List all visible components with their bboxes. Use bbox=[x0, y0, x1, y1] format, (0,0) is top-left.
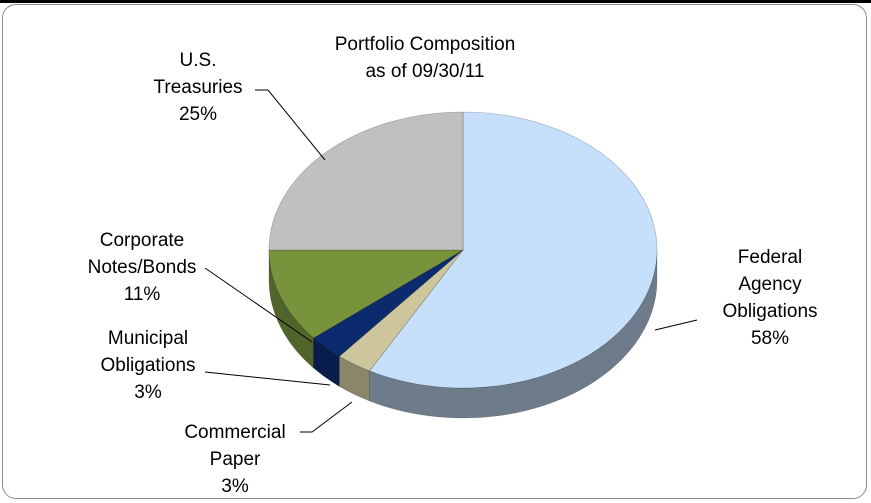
value-label: 3% bbox=[221, 476, 249, 497]
value-label: 3% bbox=[134, 382, 162, 403]
category-label: Commercial Paper bbox=[184, 422, 286, 470]
slice bbox=[313, 249, 464, 357]
leader-line bbox=[204, 371, 331, 386]
slice bbox=[268, 111, 464, 251]
category-label: U.S. Treasuries bbox=[153, 50, 243, 98]
chart-title: Portfolio Composition bbox=[334, 34, 516, 55]
slice bbox=[369, 111, 658, 389]
slice-side bbox=[268, 249, 314, 369]
category-label: Corporate Notes/Bonds bbox=[87, 230, 197, 278]
value-label: 11% bbox=[123, 284, 161, 305]
slice-label: Commercial Paper 3% bbox=[184, 419, 285, 500]
leader-line bbox=[300, 401, 353, 433]
top-bar bbox=[0, 0, 871, 3]
value-label: 58% bbox=[750, 328, 790, 349]
leader-line bbox=[204, 267, 313, 343]
slice bbox=[338, 249, 464, 372]
slice bbox=[268, 249, 465, 339]
category-label: Municipal Obligations bbox=[100, 328, 196, 376]
leader-line bbox=[255, 89, 326, 161]
slice-label: U.S. Treasuries 25% bbox=[153, 47, 242, 128]
leader-line bbox=[654, 319, 698, 331]
slice-label: Federal Agency Obligations 58% bbox=[722, 244, 817, 352]
chart-subtitle: as of 09/30/11 bbox=[365, 61, 485, 82]
value-label: 25% bbox=[178, 104, 218, 125]
chart-frame bbox=[2, 4, 867, 499]
category-label: Federal Agency Obligations bbox=[722, 247, 818, 322]
slice-label: Municipal Obligations 3% bbox=[100, 325, 195, 406]
slice-label: Corporate Notes/Bonds 11% bbox=[88, 227, 197, 308]
